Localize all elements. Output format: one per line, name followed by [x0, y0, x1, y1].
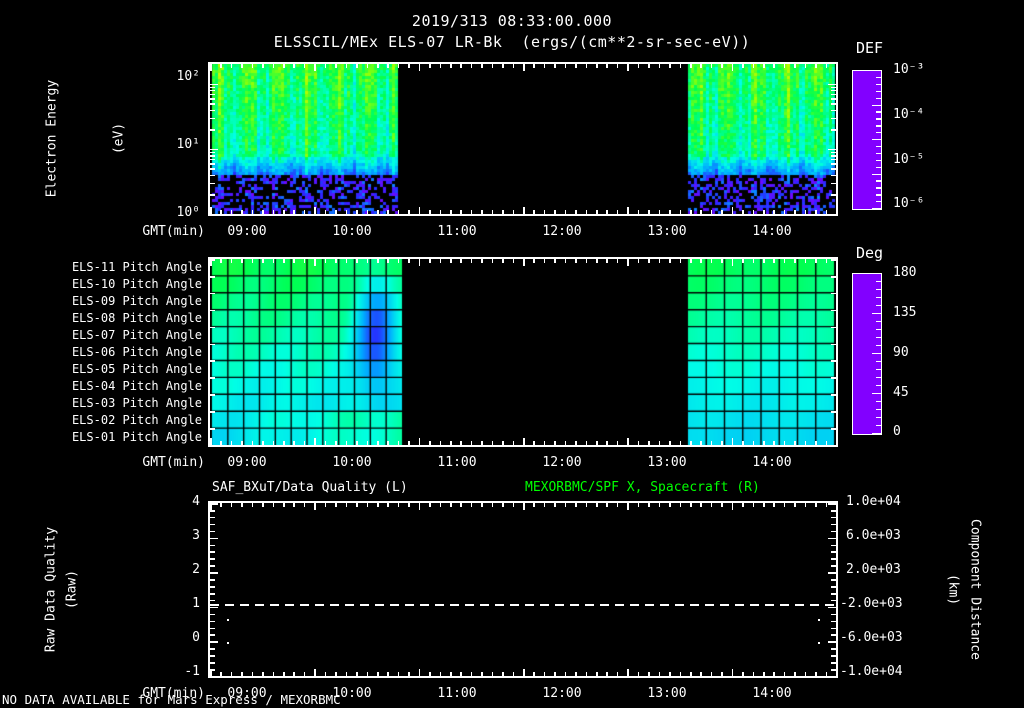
panel3-right-ylabel: Component Distance [967, 519, 983, 660]
panel3-ytick-1: 3 [192, 528, 200, 543]
data-quality-panel [208, 501, 838, 678]
panel3-xlabel: GMT(min) [142, 686, 205, 701]
panel3-ylabel: Raw Data Quality [43, 526, 59, 653]
deg-colorbar-tick-2: 90 [893, 345, 909, 360]
panel3-ytick-0: 4 [192, 494, 200, 509]
panel2-xtick-4: 13:00 [647, 455, 687, 470]
pitch-angle-row-label: ELS-08 Pitch Angle [71, 311, 202, 326]
panel2-xtick-0: 09:00 [227, 455, 267, 470]
panel3-right-ytick-4: -6.0e+03 [840, 630, 903, 645]
pitch-angle-row-label: ELS-02 Pitch Angle [71, 412, 202, 427]
deg-colorbar-tick-1: 135 [893, 305, 917, 320]
panel3-xtick-0: 09:00 [227, 686, 267, 701]
panel3-xtick-4: 13:00 [647, 686, 687, 701]
panel3-header-right: MEXORBMC/SPF X, Spacecraft (R) [525, 480, 760, 495]
pitch-angle-row-label: ELS-05 Pitch Angle [71, 361, 202, 376]
panel2-xtick-2: 11:00 [437, 455, 477, 470]
panel3-header-left: SAF_BXuT/Data Quality (L) [212, 480, 408, 495]
panel3-ylabel-units: (Raw) [64, 569, 80, 610]
no-data-message: NO DATA AVAILABLE for Mars Express / MEX… [2, 692, 341, 707]
panel1-xtick-4: 13:00 [647, 224, 687, 239]
plot-subtitle: ELSSCIL/MEx ELS-07 LR-Bk (ergs/(cm**2-sr… [273, 33, 751, 51]
panel1-ytick-0: 10⁰ [176, 205, 200, 220]
pitch-angle-row-label: ELS-06 Pitch Angle [71, 345, 202, 359]
deg-colorbar [852, 273, 882, 435]
panel3-ytick-2: 2 [192, 562, 200, 577]
panel1-xtick-5: 14:00 [752, 224, 792, 239]
pitch-angle-row-label: ELS-07 Pitch Angle [71, 328, 202, 343]
panel2-xtick-1: 10:00 [332, 455, 372, 470]
data-point-marker [818, 642, 820, 644]
panel1-xtick-3: 12:00 [542, 224, 582, 239]
def-colorbar-tick-0: 10⁻³ [893, 62, 925, 77]
panel3-ytick-3: 1 [192, 596, 200, 611]
panel3-right-ytick-3: -2.0e+03 [840, 596, 903, 611]
panel1-ylabel-units: (eV) [111, 122, 127, 155]
panel1-xtick-2: 11:00 [437, 224, 477, 239]
deg-colorbar-tick-0: 180 [893, 265, 917, 280]
data-point-marker [227, 619, 229, 621]
data-point-marker [818, 619, 820, 621]
panel1-ytick-1: 10¹ [176, 137, 200, 152]
electron-energy-panel [208, 62, 838, 216]
panel2-xtick-3: 12:00 [542, 455, 582, 470]
def-colorbar-tick-2: 10⁻⁵ [893, 152, 925, 167]
plot-timestamp: 2019/313 08:33:00.000 [411, 12, 613, 30]
pitch-angle-row-label: ELS-03 Pitch Angle [71, 395, 202, 410]
panel3-xtick-1: 10:00 [332, 686, 372, 701]
data-quality-trace [210, 604, 836, 606]
panel3-right-ytick-2: 2.0e+03 [846, 562, 901, 577]
panel3-xtick-2: 11:00 [437, 686, 477, 701]
panel1-xlabel: GMT(min) [142, 224, 205, 239]
def-colorbar-tick-1: 10⁻⁴ [893, 107, 925, 122]
data-point-marker [227, 642, 229, 644]
def-colorbar-tick-3: 10⁻⁶ [893, 196, 925, 211]
def-colorbar [852, 70, 882, 210]
panel3-right-ytick-0: 1.0e+04 [846, 494, 901, 509]
panel3-ytick-5: -1 [184, 664, 200, 679]
panel3-right-ytick-5: -1.0e+04 [840, 664, 903, 679]
pitch-angle-row-label: ELS-09 Pitch Angle [71, 294, 202, 309]
panel1-xtick-0: 09:00 [227, 224, 267, 239]
pitch-angle-heatmap [210, 259, 836, 445]
deg-colorbar-title: Deg [856, 244, 884, 262]
panel3-xtick-5: 14:00 [752, 686, 792, 701]
def-colorbar-title: DEF [856, 39, 884, 57]
pitch-angle-row-label: ELS-04 Pitch Angle [71, 378, 202, 393]
deg-colorbar-tick-3: 45 [893, 385, 909, 400]
panel2-xlabel: GMT(min) [142, 455, 205, 470]
deg-colorbar-tick-4: 0 [893, 424, 901, 439]
panel1-xtick-1: 10:00 [332, 224, 372, 239]
panel3-right-ylabel-units: (km) [945, 573, 961, 606]
pitch-angle-row-label: ELS-10 Pitch Angle [71, 277, 202, 292]
electron-energy-spectrogram [210, 64, 836, 214]
panel3-right-ytick-1: 6.0e+03 [846, 528, 901, 543]
panel3-frame [208, 501, 838, 678]
panel1-ylabel: Electron Energy [44, 79, 60, 198]
panel1-ytick-2: 10² [176, 69, 200, 84]
panel2-xtick-5: 14:00 [752, 455, 792, 470]
panel3-ytick-4: 0 [192, 630, 200, 645]
pitch-angle-panel [208, 257, 838, 447]
panel3-xtick-3: 12:00 [542, 686, 582, 701]
pitch-angle-row-label: ELS-01 Pitch Angle [71, 429, 202, 444]
pitch-angle-row-label: ELS-11 Pitch Angle [71, 260, 202, 275]
